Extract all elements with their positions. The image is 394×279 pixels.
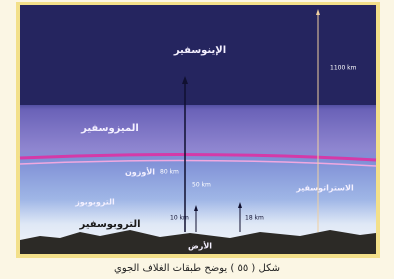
- distance-label: 10 km: [170, 215, 189, 222]
- distance-label: 80 km: [160, 169, 179, 176]
- layer-label: الأوزون: [125, 167, 155, 177]
- layer-label: الأرض: [188, 241, 212, 252]
- caption: شكل ( ٥٥ ) يوضح طبقات الغلاف الجوي: [114, 263, 280, 274]
- layer-label: التروبوسفير: [78, 219, 140, 230]
- atmosphere-diagram: الإينوسفير الميزوسفير الأوزون الاستراتوس…: [0, 0, 394, 279]
- layer-label: التروبوبوز: [74, 198, 115, 207]
- distance-label: 18 km: [245, 215, 264, 222]
- distance-label: 50 km: [192, 182, 211, 189]
- layer-label: الميزوسفير: [80, 123, 139, 134]
- distance-label: 1100 km: [330, 65, 357, 72]
- page: {"diagram": { "layers": { "ionosphere": …: [0, 0, 394, 279]
- layer-label: الاستراتوسفير: [295, 184, 354, 193]
- layer-label: الإينوسفير: [173, 45, 226, 56]
